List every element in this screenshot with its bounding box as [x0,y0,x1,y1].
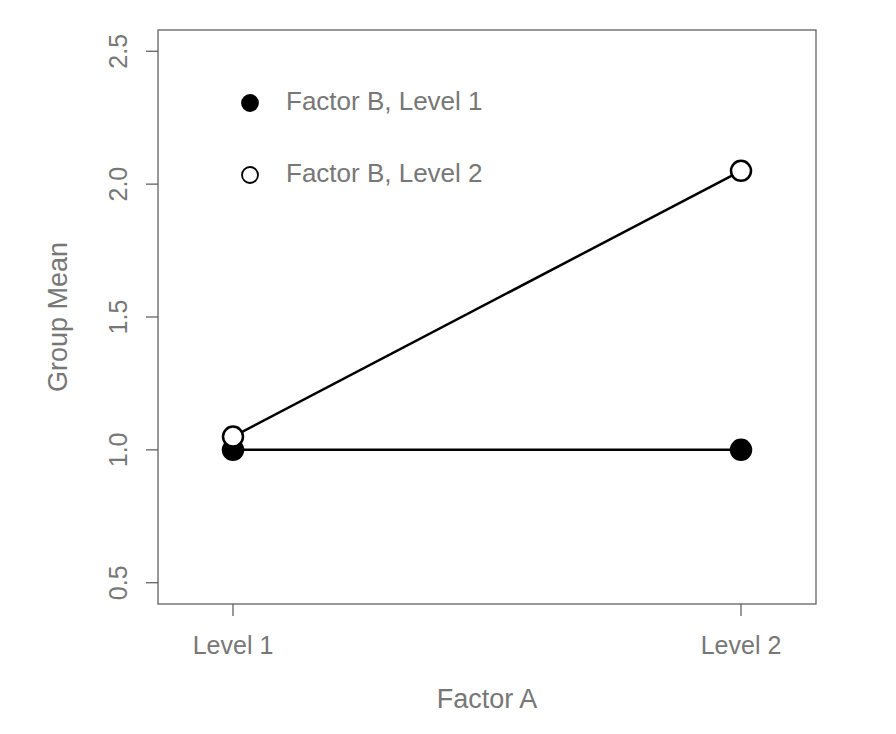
y-tick-label: 2.5 [104,34,132,69]
x-tick [232,604,233,616]
y-tick [146,449,158,450]
series-line [233,171,741,437]
x-axis-label: Factor A [437,684,538,714]
x-tick-label: Level 2 [701,631,782,659]
data-group [223,161,751,460]
y-tick-label: 1.5 [104,300,132,335]
x-tick-label: Level 1 [193,631,274,659]
point [731,161,751,181]
y-tick [146,51,158,52]
y-tick-label: 1.0 [104,432,132,467]
point [223,427,243,447]
legend-marker [242,167,258,183]
point [731,440,751,460]
y-tick [146,184,158,185]
x-tick [740,604,741,616]
series-line [233,449,741,452]
chart: 0.5 1.0 1.5 2.0 2.5 Level 1 Level 2 Factor A Gro… [0,0,896,734]
legend-marker [242,95,258,111]
plot-frame [158,30,816,604]
legend-label: Factor B, Level 1 [286,86,483,116]
y-axis-label: Group Mean [43,242,73,392]
y-tick [146,316,158,317]
legend-label: Factor B, Level 2 [286,158,483,188]
y-tick-label: 2.0 [104,167,132,202]
y-tick-label: 0.5 [104,565,132,600]
y-tick [146,582,158,583]
